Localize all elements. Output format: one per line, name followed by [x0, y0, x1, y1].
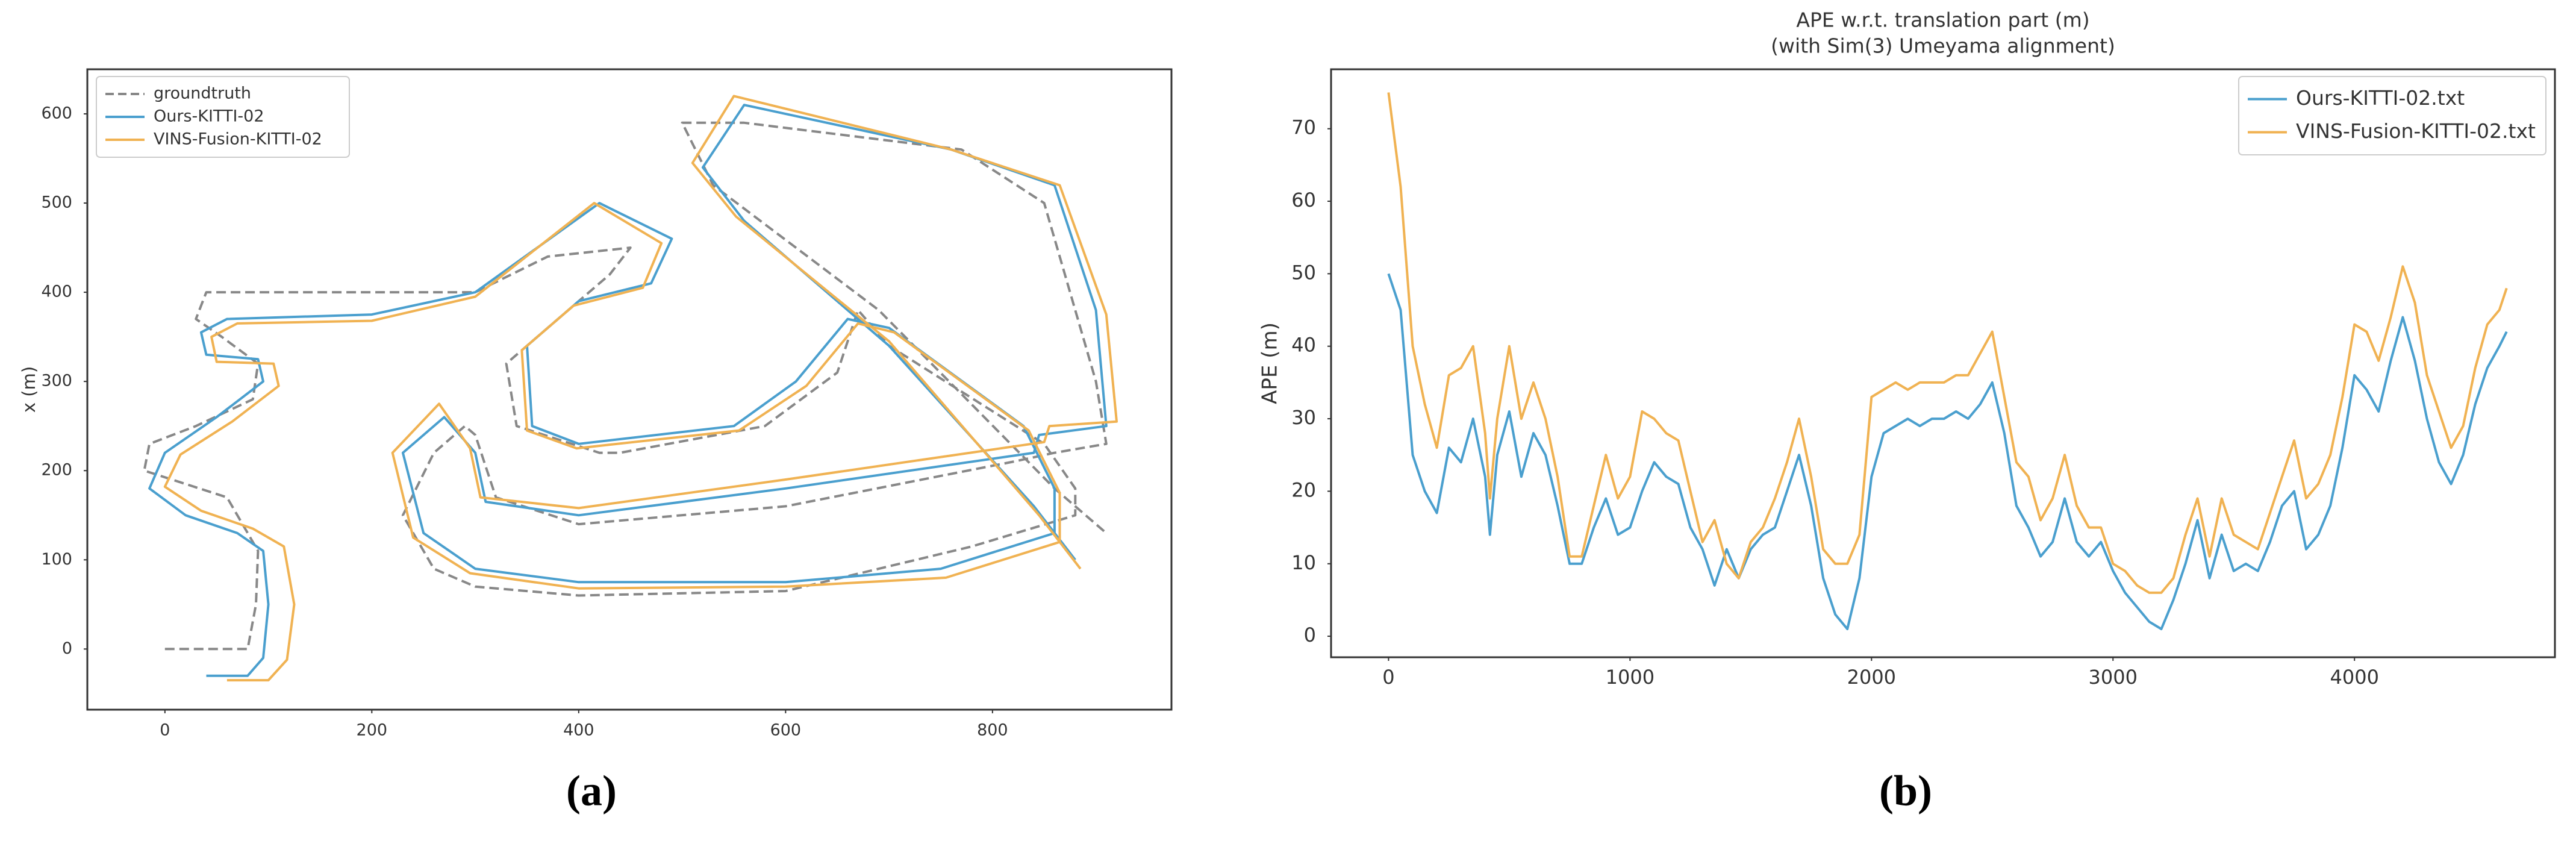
series-line — [163, 95, 1118, 682]
x-tick-label: 600 — [770, 721, 802, 740]
x-tick-label: 2000 — [1847, 666, 1896, 689]
y-tick-label: 200 — [41, 461, 72, 480]
x-tick-label: 4000 — [2330, 666, 2378, 689]
x-tick-label: 0 — [160, 721, 170, 740]
y-tick-label: 100 — [41, 550, 72, 569]
series-line — [1387, 92, 2508, 594]
legend-label: Ours-KITTI-02 — [154, 107, 264, 126]
x-tick-label: 200 — [357, 721, 388, 740]
y-tick-label: 500 — [41, 193, 72, 212]
y-tick-label: 10 — [1291, 551, 1316, 574]
chart-title: APE w.r.t. translation part (m) — [1796, 8, 2089, 32]
x-tick-label: 1000 — [1606, 666, 1654, 689]
chart-subtitle: (with Sim(3) Umeyama alignment) — [1771, 34, 2115, 58]
y-tick-label: 0 — [62, 639, 72, 658]
y-tick-label: 0 — [1304, 624, 1316, 646]
y-tick-label: 600 — [41, 104, 72, 123]
legend-label: VINS-Fusion-KITTI-02.txt — [2296, 119, 2536, 143]
y-tick-label: 60 — [1291, 189, 1316, 211]
legend-label: groundtruth — [154, 84, 251, 103]
plot-frame — [1330, 68, 2556, 658]
x-tick-label: 800 — [977, 721, 1008, 740]
series-line — [143, 121, 1108, 651]
y-tick-label: 20 — [1291, 478, 1316, 501]
legend-label: VINS-Fusion-KITTI-02 — [154, 130, 322, 149]
series-line — [1387, 273, 2508, 631]
x-tick-label: 400 — [563, 721, 594, 740]
x-tick-label: 0 — [1382, 666, 1394, 689]
y-axis-label: x (m) — [19, 366, 39, 413]
y-axis-label: APE (m) — [1258, 322, 1282, 404]
y-tick-label: 300 — [41, 372, 72, 390]
caption: (a) — [566, 767, 617, 815]
y-tick-label: 50 — [1291, 261, 1316, 284]
y-tick-label: 30 — [1291, 406, 1316, 429]
caption: (b) — [1879, 767, 1932, 815]
y-tick-label: 400 — [41, 283, 72, 301]
series-line — [148, 104, 1108, 677]
plot-frame — [86, 68, 1173, 711]
legend-box — [96, 76, 350, 158]
x-tick-label: 3000 — [2089, 666, 2138, 689]
y-tick-label: 70 — [1291, 116, 1316, 139]
legend-box — [2238, 76, 2546, 155]
y-tick-label: 40 — [1291, 334, 1316, 357]
legend-label: Ours-KITTI-02.txt — [2296, 86, 2465, 110]
